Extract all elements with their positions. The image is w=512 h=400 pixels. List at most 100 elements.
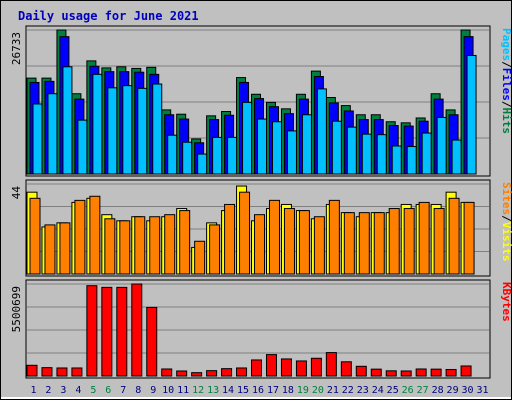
- series-pages: [32, 54, 477, 175]
- day-label-3: 3: [60, 385, 66, 396]
- bar-sites-day-7: [119, 220, 131, 275]
- bar-pages-day-7: [122, 85, 133, 175]
- bar-kbytes-day-18: [280, 358, 292, 377]
- bar-sites-day-26: [403, 208, 415, 275]
- panel-visits: 44 Sites/Visits: [10, 179, 512, 277]
- bar-sites-day-8: [134, 216, 146, 275]
- bar-kbytes-day-6: [101, 286, 113, 377]
- bar-kbytes-day-21: [325, 352, 337, 377]
- day-label-2: 2: [45, 385, 51, 396]
- bar-kbytes-day-29: [445, 368, 457, 377]
- bar-kbytes-day-12: [191, 372, 203, 377]
- bar-kbytes-day-15: [236, 367, 248, 377]
- day-label-16: 16: [252, 385, 264, 396]
- day-label-8: 8: [135, 385, 141, 396]
- bar-sites-day-10: [164, 214, 176, 275]
- day-label-22: 22: [342, 385, 354, 396]
- bar-sites-day-21: [328, 199, 340, 275]
- bar-sites-day-3: [59, 222, 71, 275]
- panel-hits-legend: Pages/Files/Hits: [500, 28, 512, 134]
- day-label-10: 10: [162, 385, 174, 396]
- panel-hits-legend-part: /: [500, 61, 512, 68]
- bar-kbytes-day-24: [370, 368, 382, 377]
- bar-kbytes-day-22: [340, 361, 352, 377]
- day-label-31: 31: [476, 385, 488, 396]
- bar-kbytes-day-8: [131, 283, 143, 377]
- bar-pages-day-29: [451, 139, 462, 175]
- bar-kbytes-day-30: [460, 365, 472, 377]
- bar-kbytes-day-2: [41, 367, 53, 377]
- panel-visits-legend: Sites/Visits: [500, 182, 512, 262]
- bar-pages-day-10: [167, 134, 178, 175]
- bar-sites-day-23: [358, 212, 370, 275]
- day-label-28: 28: [432, 385, 444, 396]
- bar-kbytes-day-14: [221, 368, 233, 377]
- bar-kbytes-day-11: [176, 370, 188, 377]
- bar-sites-day-29: [448, 197, 460, 275]
- bar-kbytes-day-26: [400, 370, 412, 377]
- bar-sites-day-14: [224, 203, 236, 275]
- bar-pages-day-5: [92, 73, 103, 175]
- bar-sites-day-12: [194, 240, 206, 275]
- bar-kbytes-day-27: [415, 368, 427, 377]
- bar-pages-day-2: [47, 93, 58, 175]
- bar-pages-day-20: [316, 88, 327, 175]
- bar-pages-day-27: [421, 132, 432, 175]
- bar-sites-day-19: [298, 210, 310, 275]
- series-sites: [29, 191, 475, 275]
- bar-pages-day-12: [197, 153, 208, 175]
- bar-pages-day-1: [32, 103, 43, 175]
- bar-sites-day-6: [104, 218, 116, 275]
- panel-hits-legend-part: Files: [500, 68, 512, 101]
- panel-kbytes: 5500699 KBytes: [10, 279, 512, 379]
- bar-pages-day-23: [361, 133, 372, 175]
- day-label-25: 25: [387, 385, 399, 396]
- day-label-4: 4: [75, 385, 81, 396]
- panel-hits-max-label: 26733: [10, 32, 23, 65]
- bar-sites-day-24: [373, 212, 385, 275]
- day-label-6: 6: [105, 385, 111, 396]
- bar-sites-day-30: [463, 201, 475, 275]
- day-label-20: 20: [312, 385, 324, 396]
- bar-kbytes-day-9: [146, 306, 158, 377]
- bar-sites-day-11: [179, 210, 191, 275]
- bar-kbytes-day-17: [265, 354, 277, 377]
- bar-pages-day-28: [436, 116, 447, 175]
- series-kbytes: [26, 283, 472, 377]
- bar-pages-day-3: [62, 66, 73, 175]
- bar-sites-day-4: [74, 199, 86, 275]
- bar-sites-day-18: [283, 208, 295, 275]
- chart-panels: 26733 Pages/Files/Hits 44 Sites/Visits55006…: [10, 25, 512, 379]
- day-label-29: 29: [447, 385, 459, 396]
- bar-kbytes-day-1: [26, 364, 38, 377]
- panel-hits-legend-part: /: [500, 101, 512, 108]
- bar-pages-day-13: [212, 136, 223, 175]
- bar-kbytes-day-5: [86, 285, 98, 377]
- day-label-15: 15: [237, 385, 249, 396]
- bar-pages-day-25: [391, 145, 402, 175]
- bar-kbytes-day-13: [206, 370, 218, 377]
- bar-kbytes-day-4: [71, 367, 83, 377]
- bar-sites-day-2: [44, 224, 56, 275]
- bar-sites-day-20: [313, 216, 325, 275]
- chart-frame-inner-bottom-edge: [1, 397, 511, 399]
- day-label-30: 30: [462, 385, 474, 396]
- bar-sites-day-1: [29, 197, 41, 275]
- day-label-11: 11: [177, 385, 189, 396]
- bar-pages-day-24: [376, 134, 387, 175]
- bar-pages-day-19: [301, 114, 312, 175]
- bar-pages-day-30: [466, 54, 477, 175]
- bar-kbytes-day-28: [430, 368, 442, 377]
- panel-visits-legend-part: /: [500, 215, 512, 222]
- bar-pages-day-9: [152, 83, 163, 175]
- day-label-27: 27: [417, 385, 429, 396]
- chart-title: Daily usage for June 2021: [18, 9, 199, 23]
- bar-pages-day-14: [227, 136, 238, 175]
- bar-pages-day-26: [406, 146, 417, 175]
- bar-sites-day-22: [343, 212, 355, 275]
- day-label-9: 9: [150, 385, 156, 396]
- bar-kbytes-day-7: [116, 286, 128, 377]
- bar-kbytes-day-16: [251, 359, 263, 377]
- bar-pages-day-18: [286, 130, 297, 175]
